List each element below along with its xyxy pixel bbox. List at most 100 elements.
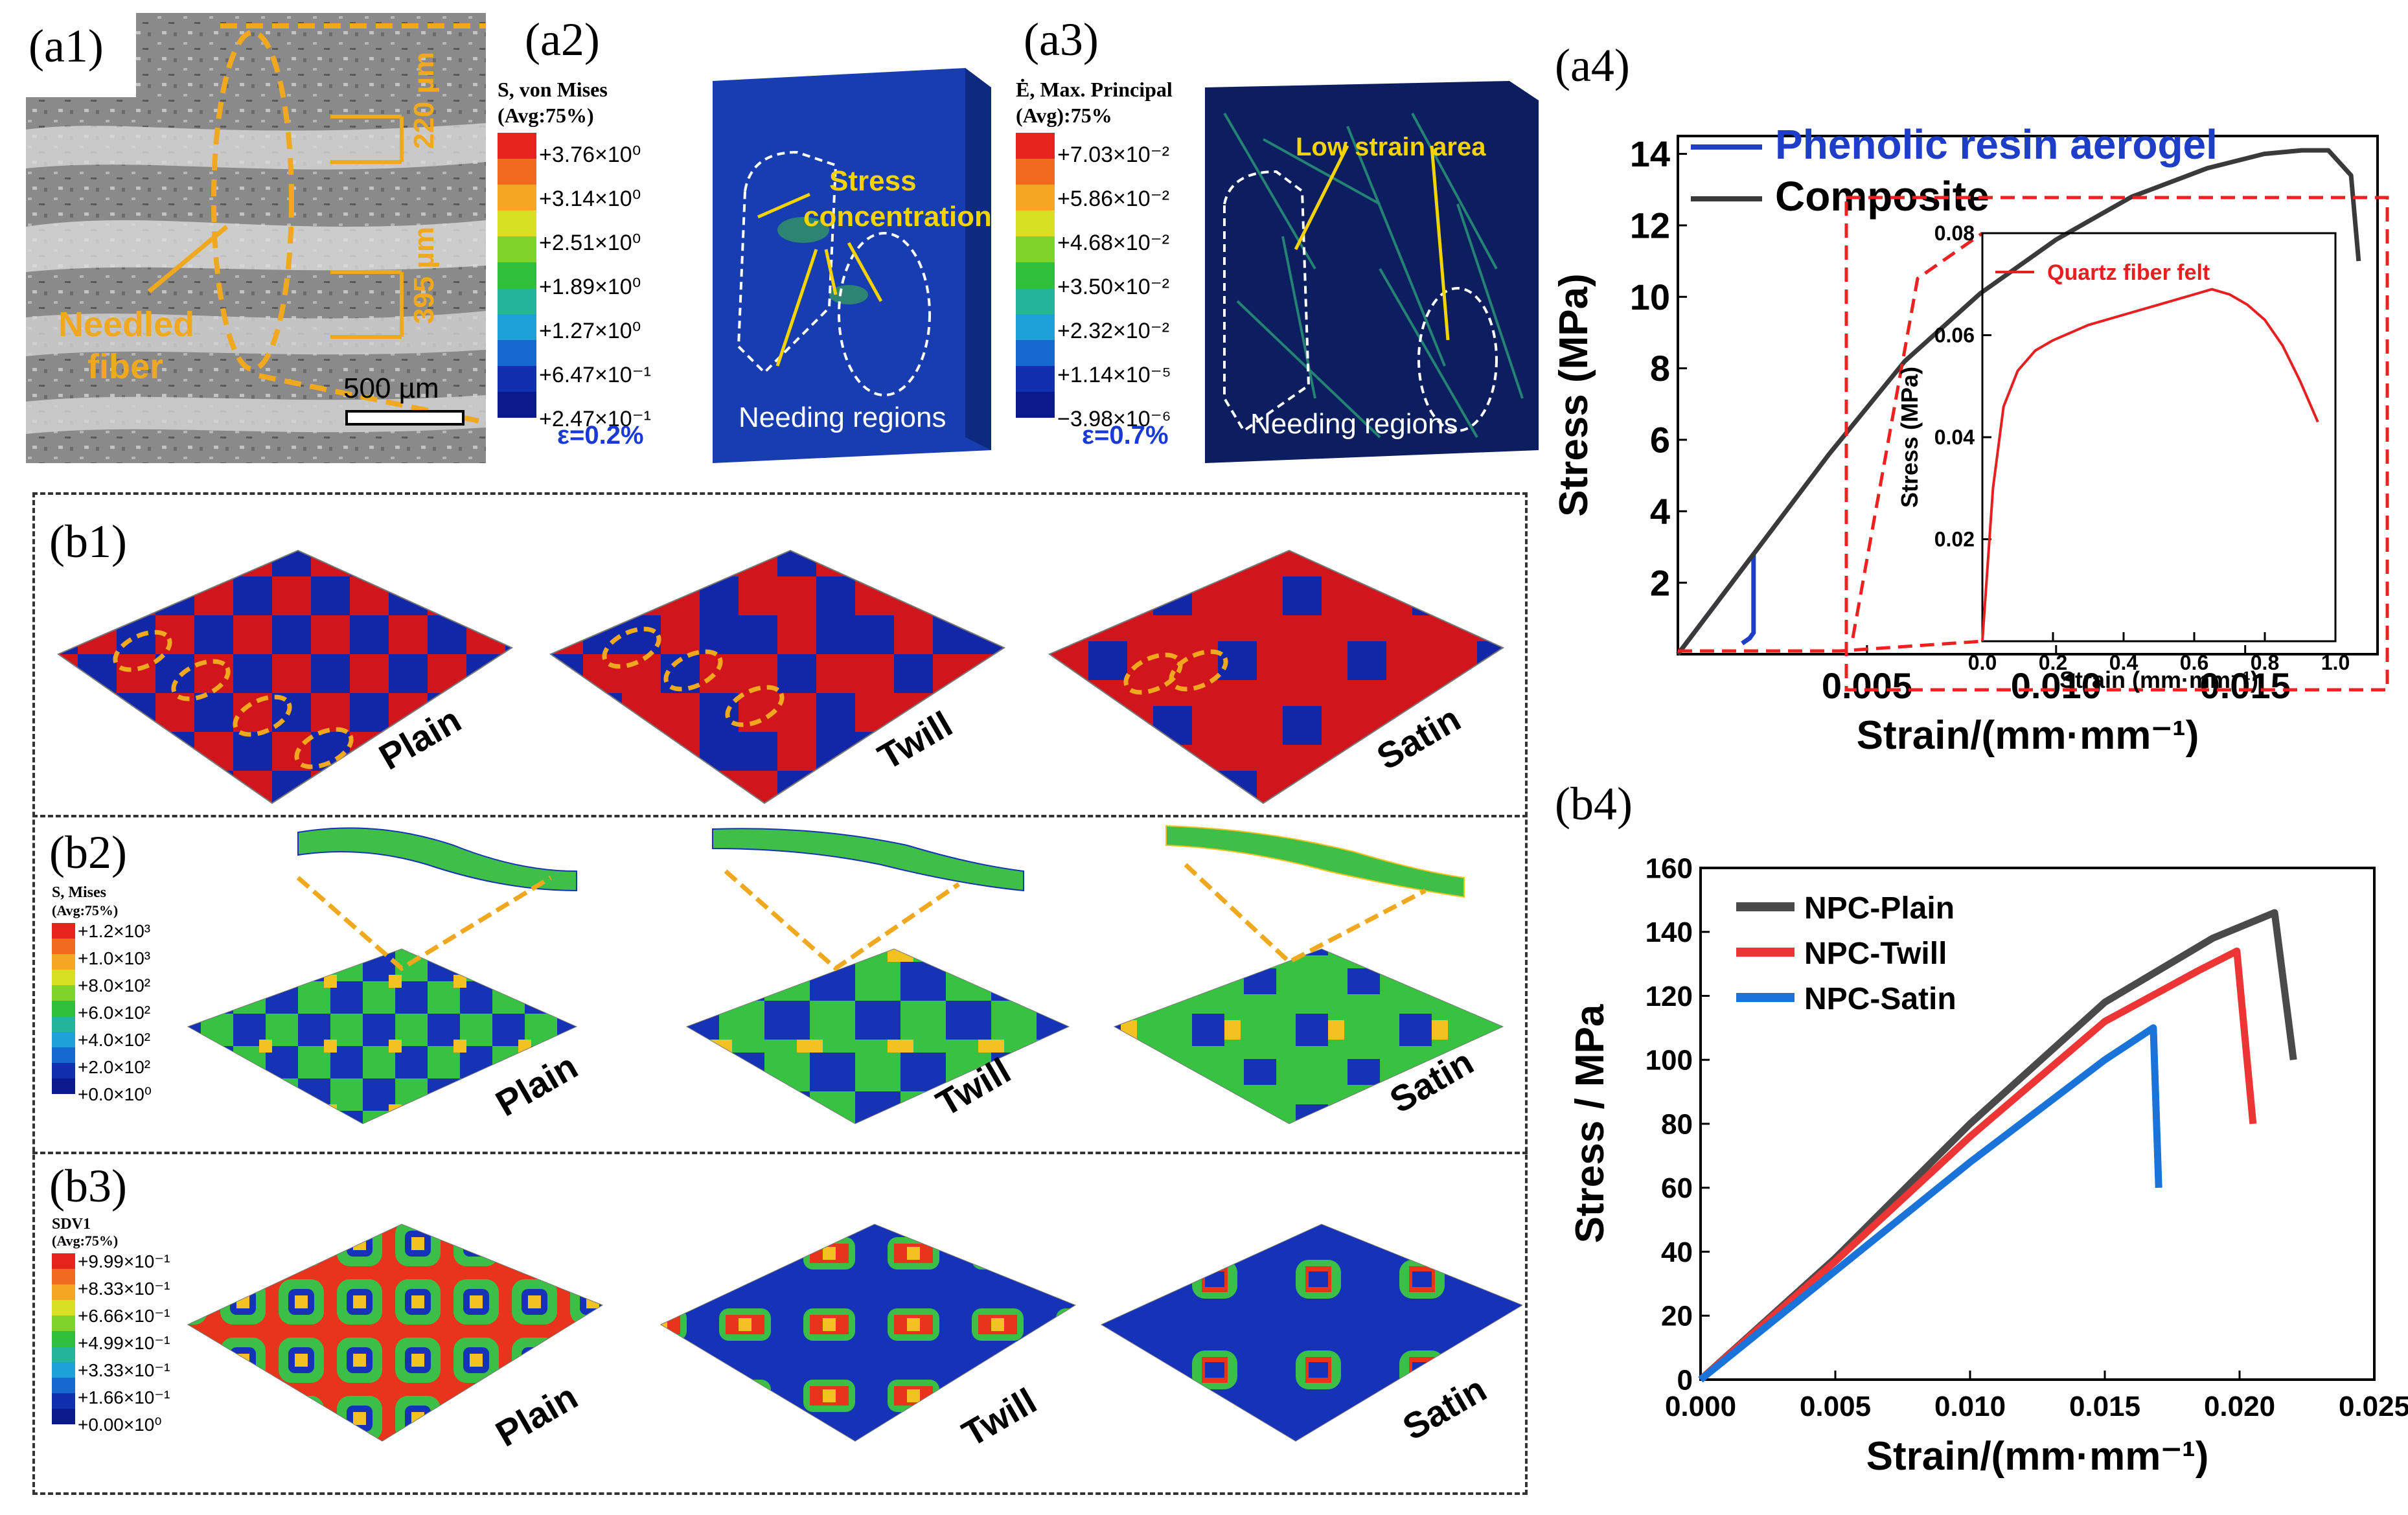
legend-title: SDV1 <box>52 1216 91 1233</box>
colorbar <box>52 923 75 1094</box>
colorbar-ticks: +1.2×10³ +1.0×10³ +8.0×10² +6.0×10² +4.0… <box>78 918 152 1108</box>
panel-label-b2: (b2) <box>49 826 127 878</box>
b1-divider <box>32 815 1528 817</box>
x-tick-label: 0.015 <box>2069 1391 2140 1422</box>
legend-value: +1.66×10⁻¹ <box>78 1387 170 1407</box>
panel-label-a3: (a3) <box>1024 14 1099 65</box>
legend-subtitle: (Avg):75% <box>1016 104 1112 127</box>
panel-a2: (a2) S, von Mises (Avg:75%) +3.76×10⁰ +3… <box>492 13 1004 466</box>
chart-a4: 0.005 0.010 0.015 2 4 6 8 10 12 14 Strain/(mm·mm⁻¹… <box>1555 121 2389 758</box>
y-tick-label: 8 <box>1650 348 1670 389</box>
legend-value: +5.86×10⁻² <box>1057 187 1169 211</box>
x-tick-label: 0.025 <box>2339 1391 2408 1422</box>
y-tick-label: 100 <box>1645 1045 1693 1076</box>
twill-weave <box>549 549 1006 804</box>
strain-label: ε=0.7% <box>1082 421 1169 450</box>
x-axis-label: Strain/(mm·mm⁻¹) <box>1866 1434 2209 1479</box>
colorbar-ticks: +7.03×10⁻² +5.86×10⁻² +4.68×10⁻² +3.50×1… <box>1057 133 1171 441</box>
x-tick-label: 0.2 <box>2039 651 2067 674</box>
legend-value: +1.2×10³ <box>78 921 151 941</box>
b-panels-frame <box>32 492 1528 1495</box>
y-tick-label: 140 <box>1645 917 1693 948</box>
needing-regions-label: Needing regions <box>739 402 946 433</box>
panel-b2: (b2) S, Mises (Avg:75%) +1.2×10³ +1.0×10… <box>39 819 1522 1150</box>
colorbar-ticks: +3.76×10⁰ +3.14×10⁰ +2.51×10⁰ +1.89×10⁰ … <box>539 133 651 441</box>
dim-395: 395 µm <box>408 227 440 325</box>
inset-legend-label: Quartz fiber felt <box>2047 260 2210 285</box>
legend-value: +3.33×10⁻¹ <box>78 1360 170 1380</box>
legend-value: +2.47×10⁻¹ <box>539 407 651 431</box>
legend-value: +8.33×10⁻¹ <box>78 1279 170 1299</box>
colorbar-ticks: +9.99×10⁻¹ +8.33×10⁻¹ +6.66×10⁻¹ +4.99×1… <box>78 1248 170 1439</box>
damage-weave-models: Plain Twill Satin <box>187 1224 1522 1455</box>
series-line-npc-twill <box>1698 947 2257 1383</box>
y-axis-label: Stress (MPa) <box>1555 273 1596 517</box>
y-tick-label: 14 <box>1630 133 1670 174</box>
plot-frame <box>1981 232 2337 643</box>
y-tick-label: 40 <box>1661 1236 1693 1268</box>
x-tick-label: 0.010 <box>2011 665 2102 706</box>
series-line-composite <box>1676 148 2361 656</box>
weave-name: Plain <box>489 1376 584 1454</box>
fiber-label: fiber <box>87 347 164 386</box>
panel-label-a4: (a4) <box>1555 40 1630 91</box>
panel-a3: (a3) Ė, Max. Principal (Avg):75% +7.03×1… <box>1011 13 1548 466</box>
legend-value: +3.14×10⁰ <box>539 187 641 211</box>
legend-value: +3.50×10⁻² <box>1057 275 1169 299</box>
panel-b3: (b3) SDV1 (Avg:75%) +9.99×10⁻¹ +8.33×10⁻… <box>39 1156 1522 1487</box>
legend-value: +0.00×10⁰ <box>78 1415 162 1435</box>
x-tick-label: 0.010 <box>1934 1391 2006 1422</box>
panel-a1: (a1) 220 µm 395 µm Needled fiber 500 µm <box>26 13 486 463</box>
dim-220: 220 µm <box>408 52 440 150</box>
plot-frame <box>1699 867 2376 1381</box>
x-tick-label: 0.000 <box>1665 1391 1736 1422</box>
y-tick-label: 2 <box>1650 562 1670 603</box>
x-tick-label: 0.015 <box>2200 665 2291 706</box>
weave-name: Twill <box>956 1380 1044 1455</box>
y-tick-label: 160 <box>1645 852 1693 884</box>
panel-b1: (b1) <box>39 499 1522 816</box>
legend-value: +4.99×10⁻¹ <box>78 1333 170 1353</box>
satin-weave <box>1048 549 1505 804</box>
weave-models: Plain Twill Satin <box>56 549 1505 804</box>
weave-name: Satin <box>1396 1368 1493 1448</box>
legend-subtitle: (Avg:75%) <box>498 104 594 127</box>
low-strain-annotation: Low strain area <box>1296 133 1486 161</box>
legend-value: +1.89×10⁰ <box>539 275 641 299</box>
stress-annotation-2: concentration <box>803 201 992 233</box>
x-axis-label: Strain/(mm·mm⁻¹) <box>1857 713 2199 758</box>
b2-divider <box>32 1152 1528 1154</box>
legend-value: +7.03×10⁻² <box>1057 142 1169 167</box>
y-tick-label: 0 <box>1677 1364 1693 1396</box>
legend-value: +3.76×10⁰ <box>539 142 641 167</box>
chart-b4: 0.000 0.005 0.010 0.015 0.020 0.025 0 20 40 60 80 1… <box>1568 852 2408 1479</box>
x-tick-label: 1.0 <box>2321 651 2350 674</box>
y-tick-label: 60 <box>1661 1172 1693 1204</box>
x-tick-label: 0.005 <box>1822 665 1912 706</box>
legend-value: +1.0×10³ <box>78 948 151 968</box>
legend-value: +6.66×10⁻¹ <box>78 1306 170 1326</box>
panel-label-b1: (b1) <box>49 516 127 567</box>
legend-value: +1.27×10⁰ <box>539 319 641 343</box>
legend-value: +9.99×10⁻¹ <box>78 1251 170 1271</box>
legend-value: +1.14×10⁻⁵ <box>1057 363 1171 387</box>
y-axis-label: Stress (MPa) <box>1896 367 1923 508</box>
fe-cube-stress <box>713 68 991 463</box>
stress-weave-models: Plain Twill Satin <box>187 825 1504 1124</box>
x-tick-label: 0.0 <box>1968 651 1997 674</box>
series-line-quartz-fiber-felt <box>1981 288 2319 642</box>
strain-label: ε=0.2% <box>557 421 644 450</box>
x-tick-label: 0.005 <box>1800 1391 1871 1422</box>
fe-cube-strain <box>1205 81 1539 463</box>
legend-value: +2.0×10² <box>78 1057 151 1077</box>
y-tick-label: 4 <box>1650 491 1670 532</box>
colorbar <box>1016 133 1055 418</box>
x-tick-label: 0.020 <box>2204 1391 2275 1422</box>
legend-value: −3.98×10⁻⁶ <box>1057 407 1171 431</box>
panel-label-a1: (a1) <box>29 20 104 72</box>
panel-label-a2: (a2) <box>525 14 600 65</box>
y-tick-label: 6 <box>1650 420 1670 461</box>
panel-label-b3: (b3) <box>49 1160 127 1212</box>
legend-title: S, Mises <box>52 884 106 901</box>
legend-value: +2.32×10⁻² <box>1057 319 1169 343</box>
